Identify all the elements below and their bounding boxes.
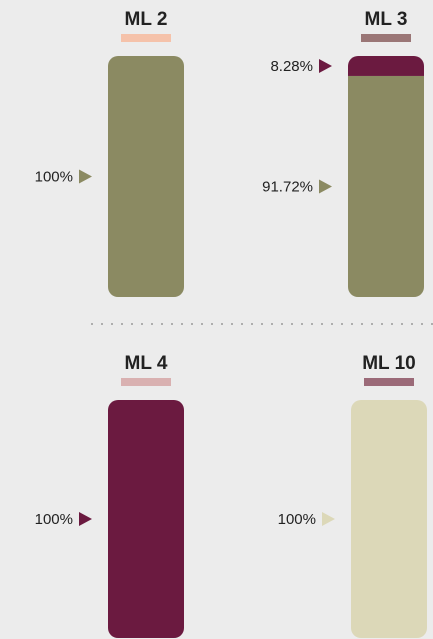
value-label: 91.72% [262, 178, 313, 195]
pointer [79, 512, 92, 526]
pointer [79, 169, 92, 184]
title-underline [361, 34, 411, 42]
title-underline [364, 378, 414, 386]
value-label: 100% [278, 511, 316, 528]
value-label: 100% [35, 511, 73, 528]
pointer [319, 58, 332, 73]
title-underline [121, 378, 171, 386]
panel-title: ML 4 [125, 353, 168, 374]
bar-segment [351, 400, 427, 638]
value-label: 8.28% [270, 58, 313, 75]
bar-segment [108, 56, 184, 297]
title-underline [121, 34, 171, 42]
bar-segment [108, 400, 184, 638]
stacked-bar [108, 56, 184, 297]
value-label: 100% [35, 168, 73, 185]
pointer [322, 512, 335, 526]
bar-segment [348, 56, 424, 76]
stacked-bar [108, 400, 184, 638]
pointer [319, 179, 332, 194]
bar-segment [348, 75, 424, 297]
panel-title: ML 10 [362, 353, 416, 374]
stacked-bar [351, 400, 427, 638]
panel-title: ML 3 [365, 9, 408, 30]
panel-title: ML 2 [125, 9, 168, 30]
stacked-bar [348, 56, 424, 297]
